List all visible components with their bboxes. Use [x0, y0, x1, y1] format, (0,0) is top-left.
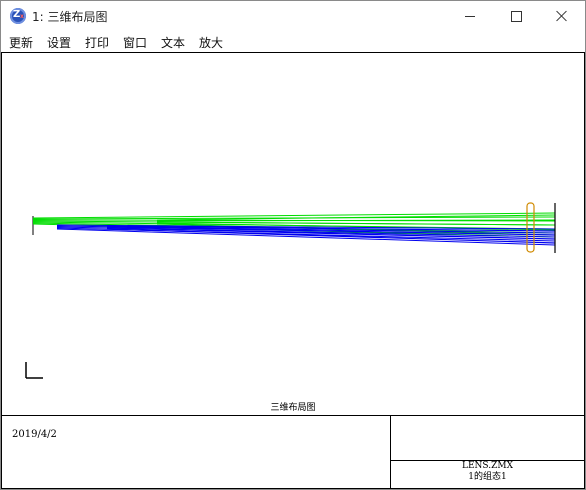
menu-zoom[interactable]: 放大 [199, 36, 224, 50]
blue-ray [106, 225, 556, 232]
window-title: 1: 三维布局图 [32, 10, 108, 24]
blue-ray [106, 228, 556, 244]
layout-drawing [25, 202, 556, 379]
green-ray [156, 221, 556, 226]
menu-update[interactable]: 更新 [9, 36, 34, 50]
blue-ray [106, 226, 556, 236]
blue-ray [56, 224, 556, 230]
maximize-icon [510, 10, 522, 22]
menu-window[interactable]: 窗口 [123, 36, 148, 50]
menu-print[interactable]: 打印 [85, 36, 110, 50]
plot-caption: 三维布局图 [2, 401, 584, 416]
info-footer: 三维布局图 2019/4/2 LENS.ZMX 1的组态1 [1, 401, 585, 489]
minimize-button[interactable] [447, 1, 493, 31]
green-ray [156, 214, 556, 221]
maximize-button[interactable] [493, 1, 539, 31]
date-label: 2019/4/2 [12, 429, 57, 440]
close-button[interactable] [539, 1, 585, 31]
green-ray [156, 223, 556, 236]
file-name: LENS.ZMX [461, 461, 513, 471]
file-info: LENS.ZMX 1的组态1 [391, 461, 584, 483]
config-label: 1的组态1 [468, 472, 507, 482]
close-icon [556, 10, 568, 22]
menu-text[interactable]: 文本 [161, 36, 186, 50]
blue-ray [106, 227, 556, 240]
layout-plot[interactable] [1, 52, 585, 402]
green-ray [156, 219, 556, 222]
blue-ray [56, 228, 556, 246]
menu-settings[interactable]: 设置 [47, 36, 72, 50]
green-ray [32, 212, 556, 219]
minimize-icon [465, 15, 475, 17]
footer-divider-horizontal [391, 460, 584, 461]
lens-element [526, 202, 535, 253]
menu-bar: 更新 设置 打印 窗口 文本 放大 [1, 31, 585, 52]
footer-divider-vertical [390, 416, 391, 488]
